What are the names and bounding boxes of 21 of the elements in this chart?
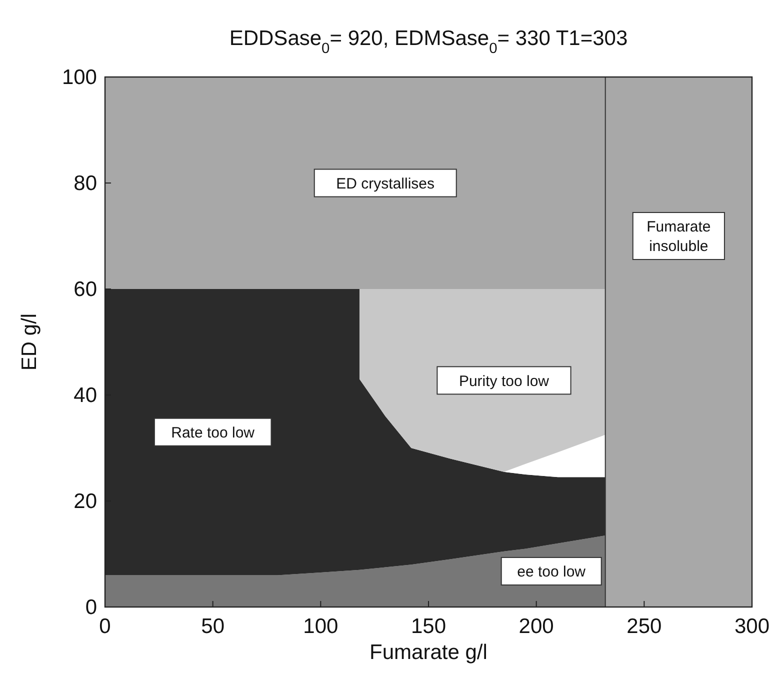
y-tick-label: 20 bbox=[74, 490, 97, 513]
y-tick-label: 100 bbox=[62, 66, 97, 89]
x-tick-label: 300 bbox=[734, 615, 770, 638]
series-label: ee too low bbox=[517, 564, 586, 581]
series-label: Rate too low bbox=[171, 424, 255, 442]
x-tick-label: 0 bbox=[99, 615, 111, 638]
series-label: Purity too low bbox=[458, 372, 550, 390]
x-axis-title: Fumarate g/l bbox=[370, 641, 488, 664]
y-tick-label: 0 bbox=[85, 596, 97, 619]
x-tick-label: 150 bbox=[410, 615, 446, 638]
chart-title: EDDSase$_{0}$= 920, EDMSase$_{0}$= 330 T1=303 bbox=[229, 27, 628, 57]
band-label: Fumarate insoluble bbox=[646, 218, 711, 256]
x-tick-label: 50 bbox=[201, 615, 225, 638]
y-tick-label: 80 bbox=[74, 172, 97, 195]
x-tick-label: 250 bbox=[626, 615, 662, 638]
y-tick-label: 60 bbox=[74, 278, 97, 301]
x-tick-label: 200 bbox=[518, 615, 554, 638]
y-axis-title: ED g/l bbox=[18, 313, 41, 371]
y-tick-label: 40 bbox=[74, 384, 97, 407]
x-tick-label: 100 bbox=[303, 615, 338, 638]
series-label: ED crystallises bbox=[336, 175, 435, 192]
